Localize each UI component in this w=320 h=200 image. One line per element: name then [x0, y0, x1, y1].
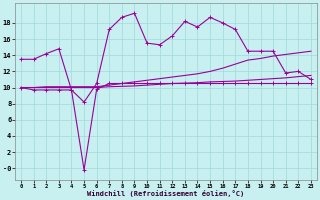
X-axis label: Windchill (Refroidissement éolien,°C): Windchill (Refroidissement éolien,°C) [87, 190, 244, 197]
